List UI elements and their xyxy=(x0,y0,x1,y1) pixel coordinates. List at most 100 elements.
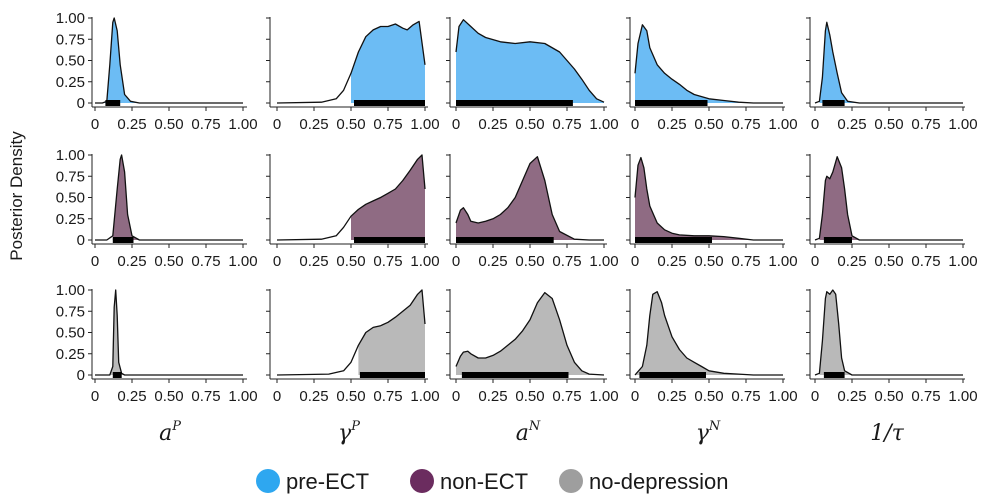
y-tick-label: 0 xyxy=(77,95,85,112)
panel-r3-c5: 0 0.25 0.50 0.75 1.00 xyxy=(806,289,978,405)
x-tick-label: 0.75 xyxy=(911,253,940,270)
density-area xyxy=(351,155,425,240)
x-tick-label: 0.25 xyxy=(299,388,328,405)
x-tick-label: 0.50 xyxy=(154,116,183,133)
x-tick-label: 0.25 xyxy=(837,388,866,405)
parameter-label: γP xyxy=(338,419,360,446)
parameter-label: aN xyxy=(516,419,541,446)
x-tick-label: 0.50 xyxy=(336,253,365,270)
x-tick-label: 0.25 xyxy=(478,253,507,270)
x-tick-label: 0.50 xyxy=(154,253,183,270)
x-tick-label: 0.25 xyxy=(478,116,507,133)
panel-r2-c3: 0 0.25 0.50 0.75 1.00 xyxy=(446,154,619,270)
density-curve xyxy=(814,21,963,104)
x-tick-label: 0.25 xyxy=(299,253,328,270)
x-tick-label: 1.00 xyxy=(410,388,439,405)
x-tick-label: 0.75 xyxy=(373,388,402,405)
y-tick-label: 0.25 xyxy=(56,211,85,228)
y-tick-label: 0.50 xyxy=(56,190,85,207)
y-tick-label: 0 xyxy=(77,232,85,249)
x-tick-label: 0 xyxy=(273,388,281,405)
hdi-bar xyxy=(639,372,706,378)
x-tick-label: 1.00 xyxy=(948,388,977,405)
hdi-bar xyxy=(823,237,852,243)
x-tick-label: 0 xyxy=(631,253,639,270)
y-tick-label: 1.00 xyxy=(56,10,85,27)
x-tick-label: 0.25 xyxy=(478,388,507,405)
density-area xyxy=(819,156,860,240)
x-tick-label: 0.75 xyxy=(373,116,402,133)
x-tick-label: 1.00 xyxy=(768,388,797,405)
x-tick-label: 0 xyxy=(631,116,639,133)
panel-r3-c3: 0 0.25 0.50 0.75 1.00 xyxy=(446,289,619,405)
x-tick-label: 0.25 xyxy=(657,116,686,133)
density-curve xyxy=(814,156,963,241)
x-tick-label: 0.75 xyxy=(373,253,402,270)
y-tick-label: 0.75 xyxy=(56,168,85,185)
x-tick-label: 0.75 xyxy=(552,388,581,405)
legend-swatch xyxy=(559,469,583,493)
density-curve xyxy=(634,156,783,241)
x-tick-label: 0.50 xyxy=(336,116,365,133)
x-tick-label: 0.75 xyxy=(191,253,220,270)
x-tick-label: 1.00 xyxy=(948,253,977,270)
x-tick-label: 0.25 xyxy=(117,253,146,270)
density-curve xyxy=(95,289,243,376)
x-tick-label: 1.00 xyxy=(768,116,797,133)
x-tick-label: 0.50 xyxy=(694,388,723,405)
x-tick-label: 0 xyxy=(91,388,99,405)
density-curve xyxy=(276,20,426,104)
panel-r3-c1: 0 0.25 0.50 0.75 1.00 0 0.25 0.50 0.75 1.00 xyxy=(56,282,258,405)
panel-r1-c5: 0 0.25 0.50 0.75 1.00 xyxy=(806,17,978,133)
x-tick-label: 0 xyxy=(811,388,819,405)
density-curve xyxy=(455,291,605,376)
density-curve xyxy=(634,24,783,104)
x-tick-label: 1.00 xyxy=(589,388,618,405)
x-tick-label: 0.50 xyxy=(336,388,365,405)
density-curve xyxy=(634,291,783,376)
density-area xyxy=(456,19,604,104)
x-tick-label: 0.75 xyxy=(731,253,760,270)
x-tick-label: 1.00 xyxy=(410,116,439,133)
y-tick-label: 0.25 xyxy=(56,74,85,91)
x-tick-label: 0.50 xyxy=(515,388,544,405)
density-area xyxy=(358,290,425,375)
legend-swatch xyxy=(410,469,434,493)
y-axis-label: Posterior Density xyxy=(7,131,26,261)
hdi-bar xyxy=(461,372,569,378)
legend-label: no-depression xyxy=(589,469,728,494)
x-tick-label: 0 xyxy=(273,253,281,270)
y-tick-label: 0.75 xyxy=(56,31,85,48)
hdi-bar xyxy=(354,100,425,106)
y-tick-label: 1.00 xyxy=(56,147,85,164)
x-tick-label: 1.00 xyxy=(589,253,618,270)
density-curve xyxy=(455,19,605,103)
x-tick-label: 0.50 xyxy=(874,116,903,133)
panel-r3-c2: 0 0.25 0.50 0.75 1.00 xyxy=(266,289,440,405)
panel-r2-c1: 0 0.25 0.50 0.75 1.00 0 0.25 0.50 0.75 1.00 xyxy=(56,147,258,270)
density-area xyxy=(635,24,783,103)
x-tick-label: 0 xyxy=(631,388,639,405)
x-tick-label: 0.25 xyxy=(837,253,866,270)
x-tick-label: 0.25 xyxy=(299,116,328,133)
x-tick-label: 0.25 xyxy=(837,116,866,133)
density-area xyxy=(635,291,754,375)
x-tick-label: 0.75 xyxy=(731,388,760,405)
panel-r1-c1: 0 0.25 0.50 0.75 1.00 0 0.25 0.50 0.75 1.00 xyxy=(56,10,258,133)
density-area xyxy=(456,292,604,375)
density-curve xyxy=(276,289,426,376)
panel-r1-c4: 0 0.25 0.50 0.75 1.00 xyxy=(626,17,798,133)
x-tick-label: 0.50 xyxy=(694,116,723,133)
density-area xyxy=(635,157,783,240)
density-curve xyxy=(455,156,604,241)
panel-r2-c4: 0 0.25 0.50 0.75 1.00 xyxy=(626,154,798,270)
y-tick-label: 0.75 xyxy=(56,303,85,320)
x-tick-label: 0.25 xyxy=(117,116,146,133)
hdi-bar xyxy=(635,237,712,243)
legend-item: pre-ECT xyxy=(256,469,369,494)
x-tick-label: 0.75 xyxy=(911,388,940,405)
hdi-bar xyxy=(635,100,708,106)
x-tick-label: 0 xyxy=(91,116,99,133)
x-tick-label: 0 xyxy=(452,116,460,133)
